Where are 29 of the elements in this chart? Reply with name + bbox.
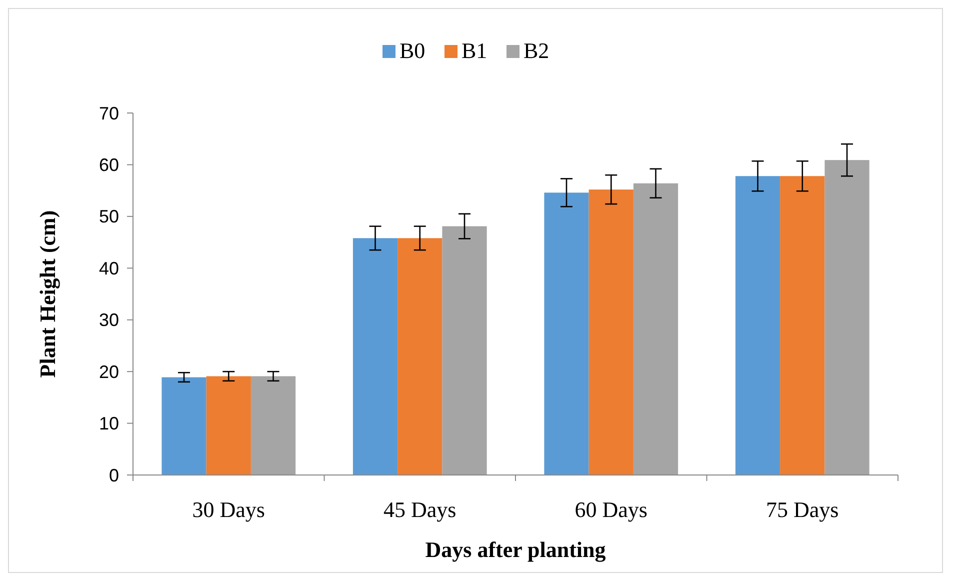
bar	[352, 238, 398, 475]
bar	[633, 183, 678, 475]
bar	[544, 192, 589, 475]
y-axis-title: Plant Height (cm)	[35, 210, 60, 378]
x-axis-title: Days after planting	[425, 537, 606, 562]
y-tick-label: 50	[98, 206, 119, 227]
bar	[250, 376, 296, 475]
bar	[780, 176, 825, 475]
y-tick-label: 40	[98, 258, 119, 278]
x-tick-label: 60 Days	[574, 497, 648, 522]
y-tick-label: 0	[108, 465, 119, 486]
x-tick-label: 45 Days	[384, 497, 456, 522]
legend-label: B0	[400, 38, 426, 63]
legend-label: B2	[524, 38, 550, 63]
y-tick-label: 70	[98, 103, 119, 124]
bar	[824, 160, 870, 475]
y-tick-label: 60	[98, 155, 119, 176]
bar	[735, 176, 780, 475]
y-tick-label: 10	[98, 414, 119, 434]
bar	[588, 190, 634, 475]
y-tick-label: 30	[98, 310, 119, 330]
x-tick-label: 30 Days	[192, 497, 265, 522]
legend-label: B1	[462, 38, 488, 63]
bar	[398, 238, 442, 475]
bar	[162, 377, 206, 475]
bar	[442, 226, 487, 475]
y-tick-label: 20	[98, 362, 119, 382]
bar	[206, 376, 251, 475]
x-tick-label: 75 Days	[766, 497, 839, 522]
